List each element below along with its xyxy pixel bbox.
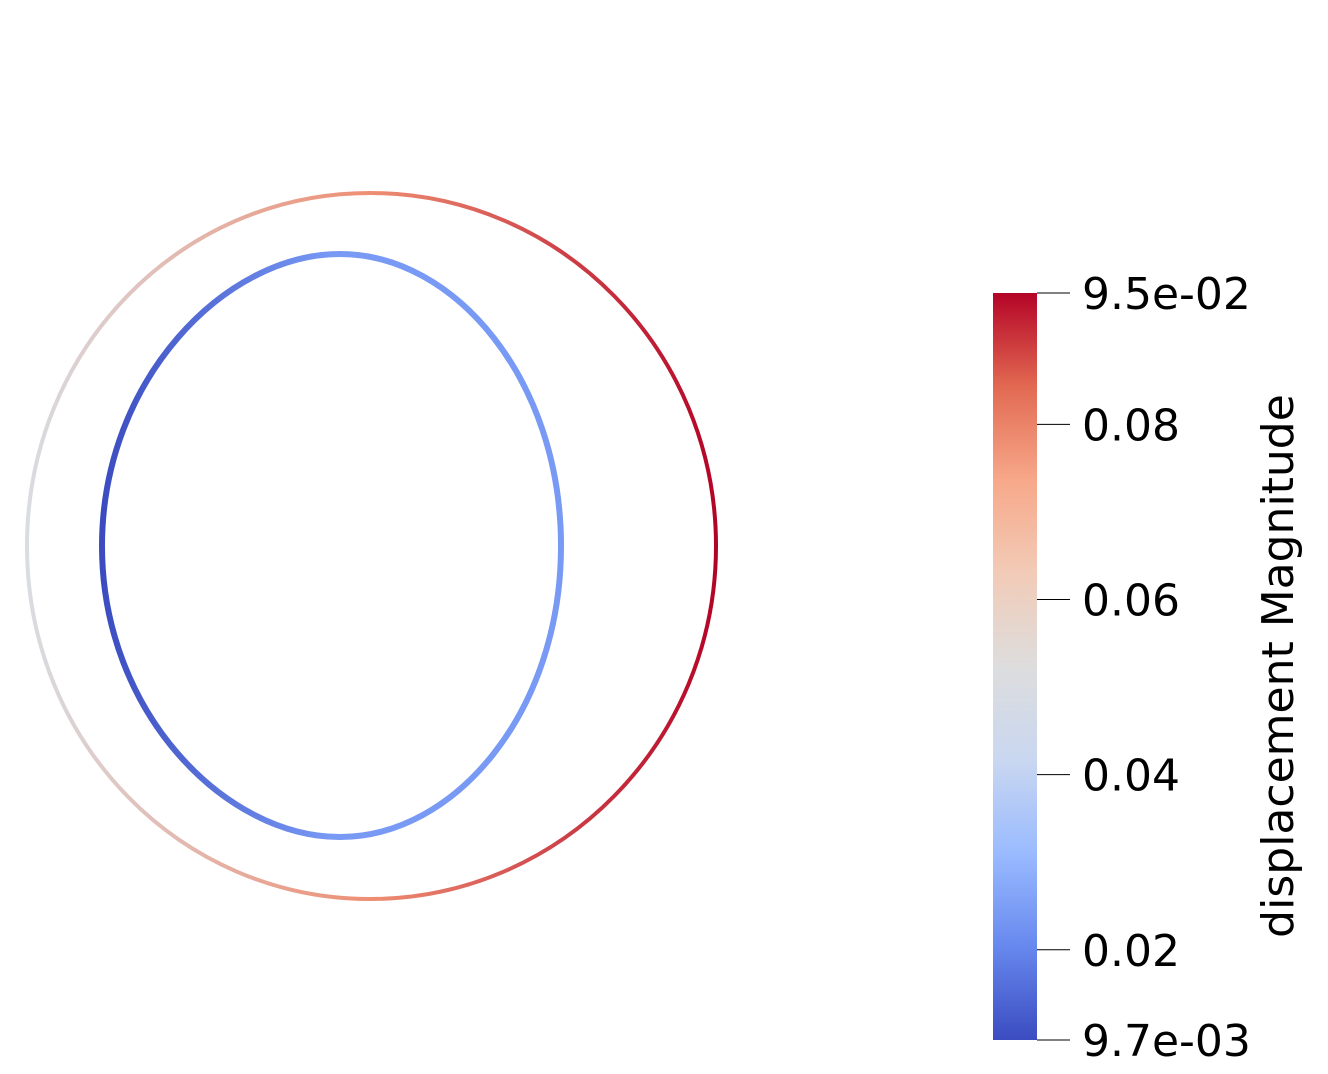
colorbar-tick-label: 0.04 [1082,751,1180,802]
colorbar-ticks: 9.5e-02 0.08 0.06 0.04 0.02 9.7e-03 [1037,269,1251,1067]
outer-ring [24,190,719,902]
colorbar-tick-label: 0.08 [1082,400,1180,451]
colorbar: 9.5e-02 0.08 0.06 0.04 0.02 9.7e-03 displacem… [993,269,1304,1067]
colorbar-tick-label: 0.06 [1082,576,1180,627]
colorbar-tick-label: 9.5e-02 [1082,269,1251,320]
inner-ring [98,250,565,841]
mesh-view [24,190,719,902]
colorbar-gradient [993,293,1037,1040]
colorbar-tick-label: 0.02 [1082,926,1180,977]
colorbar-title: displacement Magnitude [1253,394,1304,938]
colorbar-tick-label: 9.7e-03 [1082,1016,1251,1067]
